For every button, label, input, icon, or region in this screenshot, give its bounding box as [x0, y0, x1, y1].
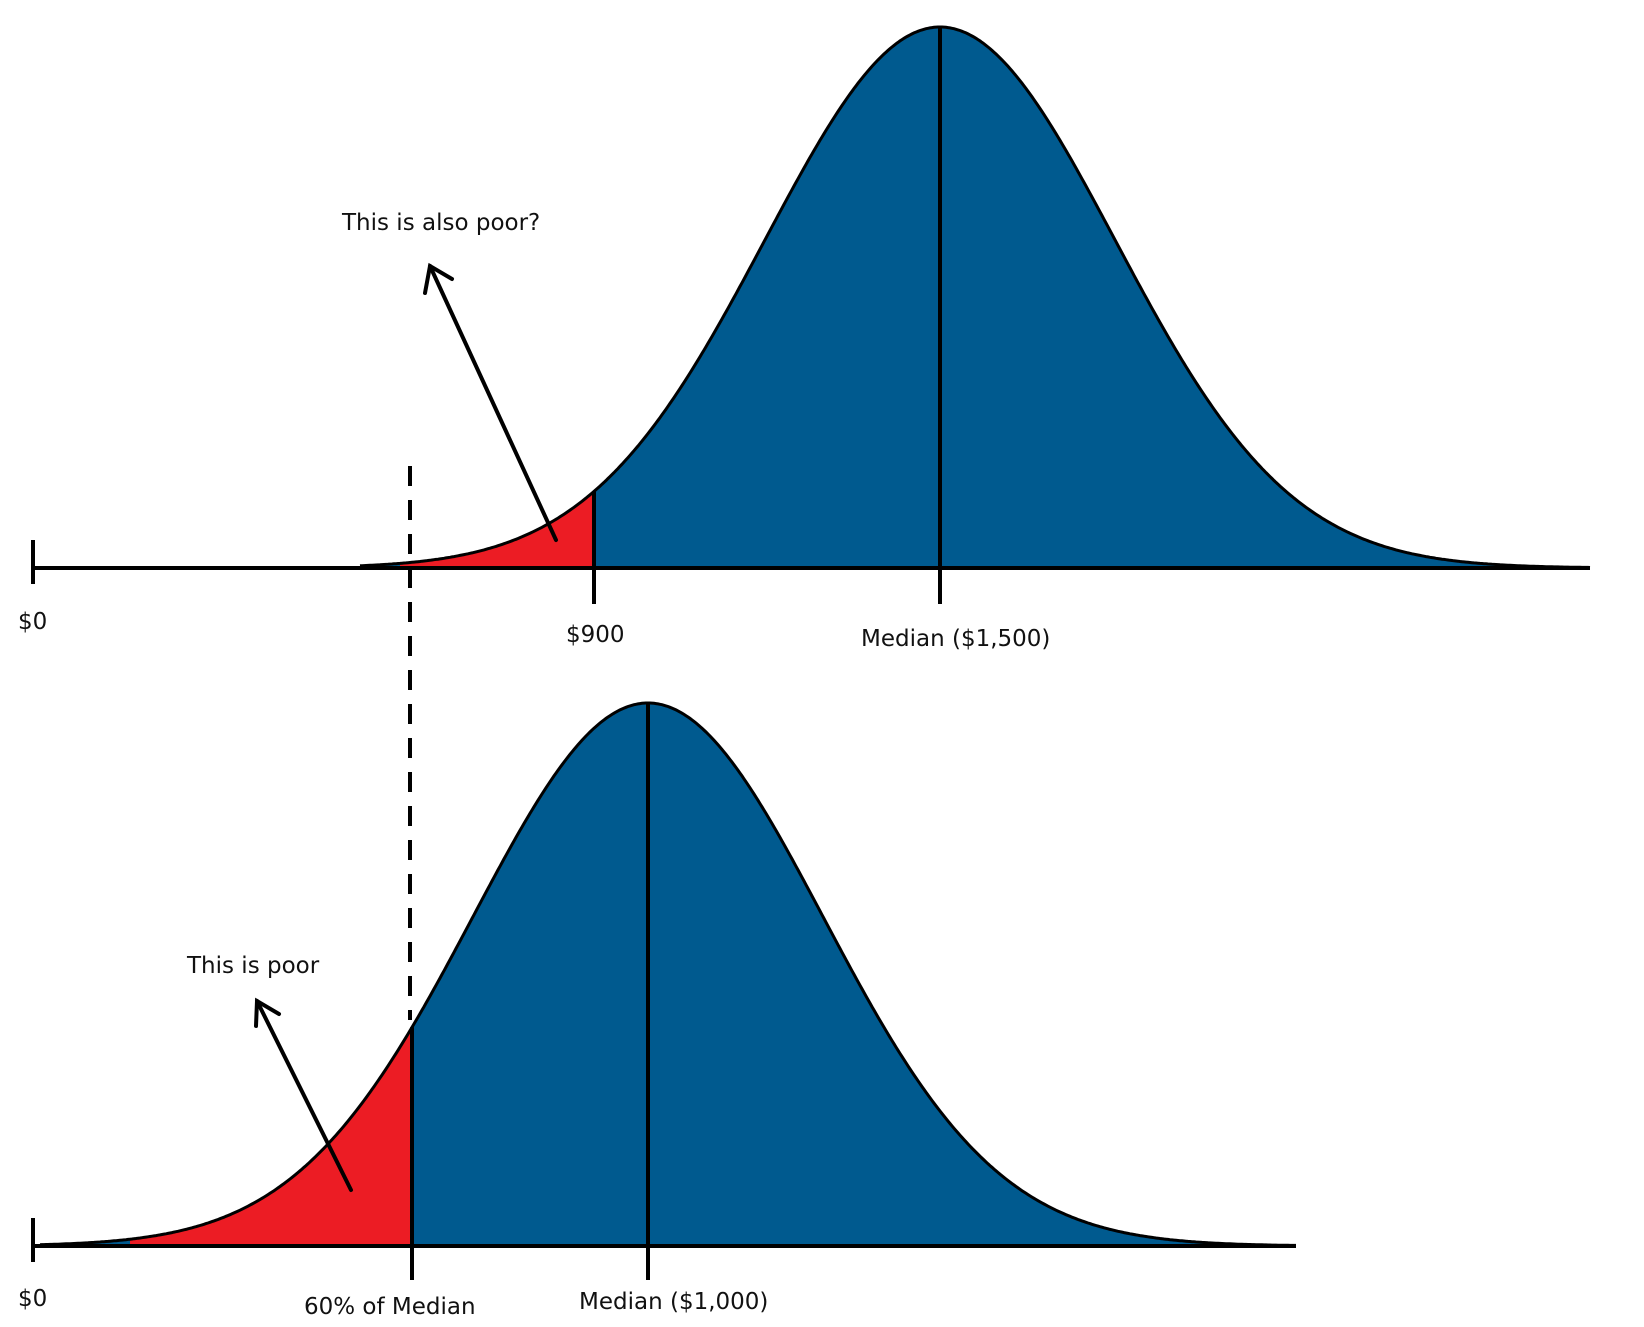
top-annotation-text: This is also poor?	[341, 210, 540, 236]
bottom-threshold-label: 60% of Median	[304, 1294, 476, 1320]
top-median-label: Median ($1,500)	[861, 626, 1050, 652]
bottom-distribution: $0 60% of Median Median ($1,000) This is…	[18, 701, 1296, 1320]
top-curve-outline	[359, 25, 1591, 569]
top-threshold-label: $900	[566, 622, 625, 648]
bottom-zero-label: $0	[18, 1286, 47, 1312]
bottom-annotation-text: This is poor	[186, 953, 320, 979]
bottom-annotation-arrow-icon	[254, 997, 353, 1192]
top-annotation-arrow-icon	[423, 262, 558, 542]
top-distribution: $0 $900 Median ($1,500) This is also poo…	[18, 25, 1591, 652]
top-zero-label: $0	[18, 609, 47, 635]
top-curve-area	[360, 27, 1590, 568]
bottom-curve-outline	[39, 701, 1296, 1247]
bottom-median-label: Median ($1,000)	[579, 1289, 768, 1315]
top-poor-region	[400, 27, 594, 568]
bottom-curve-area	[40, 703, 1296, 1246]
